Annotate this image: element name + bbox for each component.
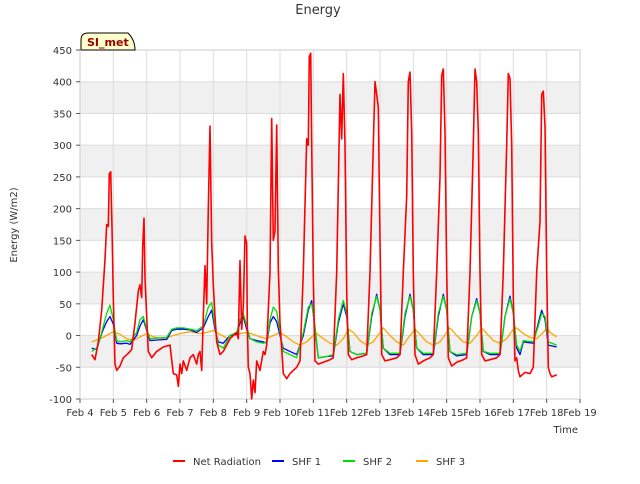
background-band [80, 272, 580, 304]
background-band [80, 81, 580, 114]
y-tick-label: 450 [53, 46, 72, 57]
x-tick-label: Feb 9 [233, 408, 260, 419]
x-tick-label: Feb 11 [297, 408, 331, 419]
series-line-shf-2 [91, 295, 557, 359]
x-tick-label: Feb 19 [563, 408, 597, 419]
x-tick-label: Feb 10 [263, 408, 297, 419]
y-tick-label: 0 [66, 332, 72, 343]
legend-label-shf-2: SHF 2 [363, 457, 392, 468]
y-tick-label: 150 [53, 236, 72, 247]
y-tick-label: 200 [53, 205, 72, 216]
y-tick-label: 250 [53, 173, 72, 184]
y-tick-label: 300 [53, 141, 72, 152]
legend: Net Radiation SHF 1 SHF 2 SHF 3 [173, 457, 465, 468]
series-line-net-radiation [91, 52, 557, 400]
y-tick-label: -50 [56, 363, 72, 374]
x-tick-label: Feb 8 [200, 408, 227, 419]
chart-title: Energy [295, 3, 341, 18]
x-axis-label: Time [553, 425, 578, 436]
background-band [80, 335, 580, 368]
legend-label-net-radiation: Net Radiation [193, 457, 261, 468]
x-tick-label: Feb 18 [530, 408, 564, 419]
x-tick-label: Feb 17 [497, 408, 531, 419]
legend-label-shf-3: SHF 3 [436, 457, 465, 468]
x-tick-label: Feb 13 [363, 408, 397, 419]
series-line-shf-3 [91, 327, 558, 346]
x-tick-label: Feb 7 [166, 408, 193, 419]
site-label: SI_met [87, 36, 129, 49]
x-tick-label: Feb 4 [66, 408, 93, 419]
y-tick-label: 350 [53, 109, 72, 120]
background-bands [80, 81, 580, 368]
x-tick-label: Feb 14 [397, 408, 431, 419]
site-label-shape [80, 32, 136, 51]
legend-label-shf-1: SHF 1 [292, 457, 321, 468]
y-tick-label: -100 [49, 395, 72, 406]
background-band [80, 145, 580, 177]
background-band [80, 208, 580, 241]
grid-lines [79, 49, 581, 400]
site-label-box: SI_met [80, 32, 136, 51]
y-tick-label: 50 [59, 300, 72, 311]
x-tick-label: Feb 12 [330, 408, 364, 419]
y-tick-label: 100 [53, 268, 72, 279]
series-lines [91, 52, 558, 400]
x-tick-label: Feb 5 [100, 408, 127, 419]
y-axis-label: Energy (W/m2) [9, 187, 20, 262]
x-tick-label: Feb 16 [463, 408, 497, 419]
plot-frame [79, 49, 581, 400]
y-axis-ticks: -100 -50 0 50 100 150 200 250 300 350 400 450 [49, 46, 80, 406]
x-tick-label: Feb 6 [133, 408, 160, 419]
x-tick-label: Feb 15 [430, 408, 464, 419]
y-tick-label: 400 [53, 78, 72, 89]
x-axis-ticks: Feb 4 Feb 5 Feb 6 Feb 7 Feb 8 Feb 9 Feb 10 Feb … [66, 399, 597, 419]
